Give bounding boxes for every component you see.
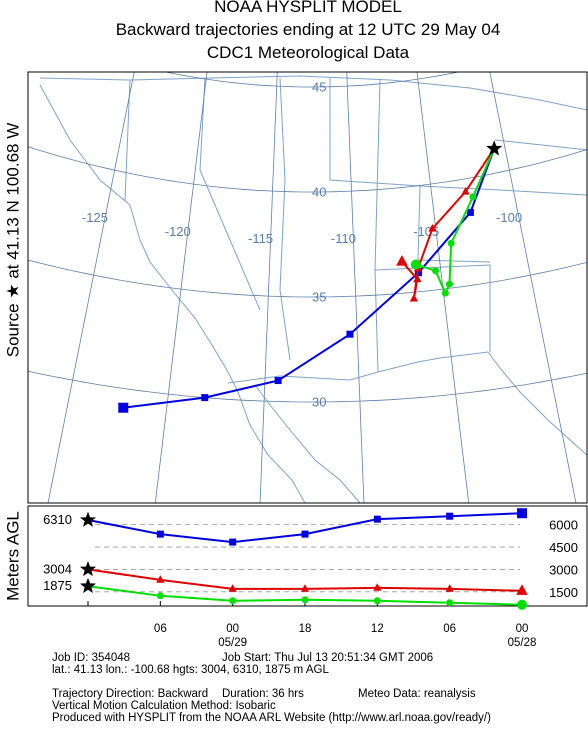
height-frame (27, 505, 588, 607)
y-tick-label: 4500 (549, 540, 578, 555)
square-marker (517, 508, 527, 519)
info-line: Job Start: Thu Jul 13 20:51:34 GMT 2006 (222, 652, 433, 664)
circle-marker (373, 597, 381, 605)
y-tick-label: 6000 (549, 518, 578, 533)
triangle-marker (228, 584, 237, 592)
source-star (486, 140, 503, 156)
square-marker (201, 394, 209, 402)
coastline (39, 84, 306, 503)
start-height-label: 6310 (43, 512, 72, 527)
lat-label: 30 (312, 394, 326, 409)
parallel (28, 259, 587, 298)
circle-marker (447, 239, 455, 247)
triangle-marker (445, 584, 454, 592)
x-date-label: 05/28 (508, 637, 537, 649)
gulf-coast (254, 384, 361, 503)
meridian (346, 72, 365, 503)
lat-label: 40 (312, 184, 326, 199)
lon-label: -125 (82, 210, 108, 225)
subtitle: Backward trajectories ending at 12 UTC 2… (116, 20, 501, 39)
x-tick-label: 00 (226, 623, 239, 635)
parallel (28, 146, 587, 193)
info-line: Job ID: 354048 (52, 652, 130, 664)
lon-label: -120 (165, 224, 191, 239)
canada-border (39, 75, 587, 111)
square-marker (229, 538, 237, 546)
y-tick-label: 1500 (549, 585, 578, 600)
data-source: CDC1 Meteorological Data (207, 43, 410, 62)
start-height-label: 3004 (43, 561, 72, 576)
x-tick-label: 12 (371, 623, 384, 635)
circle-marker (517, 599, 527, 610)
y-tick-label: 3000 (549, 562, 578, 577)
height-axis-label: Meters AGL (3, 511, 22, 601)
lat-label: 45 (312, 79, 326, 94)
parallel (28, 370, 587, 403)
circle-marker (432, 267, 440, 275)
triangle-marker (300, 584, 310, 592)
info-line: Duration: 36 hrs (222, 688, 304, 700)
x-tick-label: 06 (443, 623, 456, 635)
square-marker (301, 530, 309, 538)
square-marker (466, 208, 474, 216)
triangle-marker (156, 575, 165, 583)
info-line: lat.: 41.13 lon.: -100.68 hgts: 3004, 63… (52, 664, 329, 676)
square-marker (446, 512, 454, 520)
meridian (259, 72, 278, 503)
state-lines (124, 77, 587, 373)
title: NOAA HYSPLIT MODEL (214, 0, 402, 16)
info-line: Trajectory Direction: Backward (52, 688, 208, 700)
source-star (79, 577, 97, 594)
circle-marker (441, 289, 449, 297)
x-tick-label: 06 (154, 623, 167, 635)
triangle-marker (413, 274, 422, 283)
parallel (163, 72, 461, 88)
x-tick-label: 00 (516, 623, 529, 635)
circle-marker (469, 193, 477, 201)
x-tick-label: 18 (299, 623, 312, 635)
circle-marker (446, 599, 454, 607)
triangle-marker (373, 583, 382, 591)
circle-marker (156, 592, 164, 600)
square-marker (274, 377, 282, 385)
lon-label: -110 (331, 231, 356, 246)
square-marker (373, 515, 381, 523)
info-line: Produced with HYSPLIT from the NOAA ARL … (52, 712, 491, 724)
lon-label: -100 (496, 210, 522, 225)
triangle-marker (428, 224, 437, 232)
meridian (47, 72, 135, 503)
source-label: Source ★ at 41.13 N 100.68 W (3, 123, 22, 357)
circle-marker (445, 280, 453, 288)
mexico-border (227, 351, 587, 456)
triangle-marker (409, 293, 419, 302)
source-star (79, 511, 97, 527)
circle-marker (301, 596, 309, 604)
trajectory (415, 148, 496, 296)
circle-marker (410, 259, 421, 270)
lon-label: -115 (248, 231, 273, 246)
meridian (154, 72, 208, 503)
height-line (87, 512, 523, 544)
meridian (489, 72, 577, 503)
start-height-label: 1875 (43, 578, 72, 593)
triangle-marker (516, 584, 528, 595)
map-frame (27, 71, 588, 504)
square-marker (156, 530, 164, 538)
lat-label: 35 (312, 289, 326, 304)
x-date-label: 05/29 (218, 637, 247, 649)
triangle-marker (461, 187, 470, 195)
square-marker (346, 330, 354, 338)
circle-marker (229, 597, 237, 605)
source-star (79, 560, 97, 577)
info-line: Meteo Data: reanalysis (358, 688, 476, 700)
triangle-marker (396, 255, 408, 266)
square-marker (118, 402, 129, 413)
info-line: Vertical Motion Calculation Method: Isob… (52, 700, 276, 712)
